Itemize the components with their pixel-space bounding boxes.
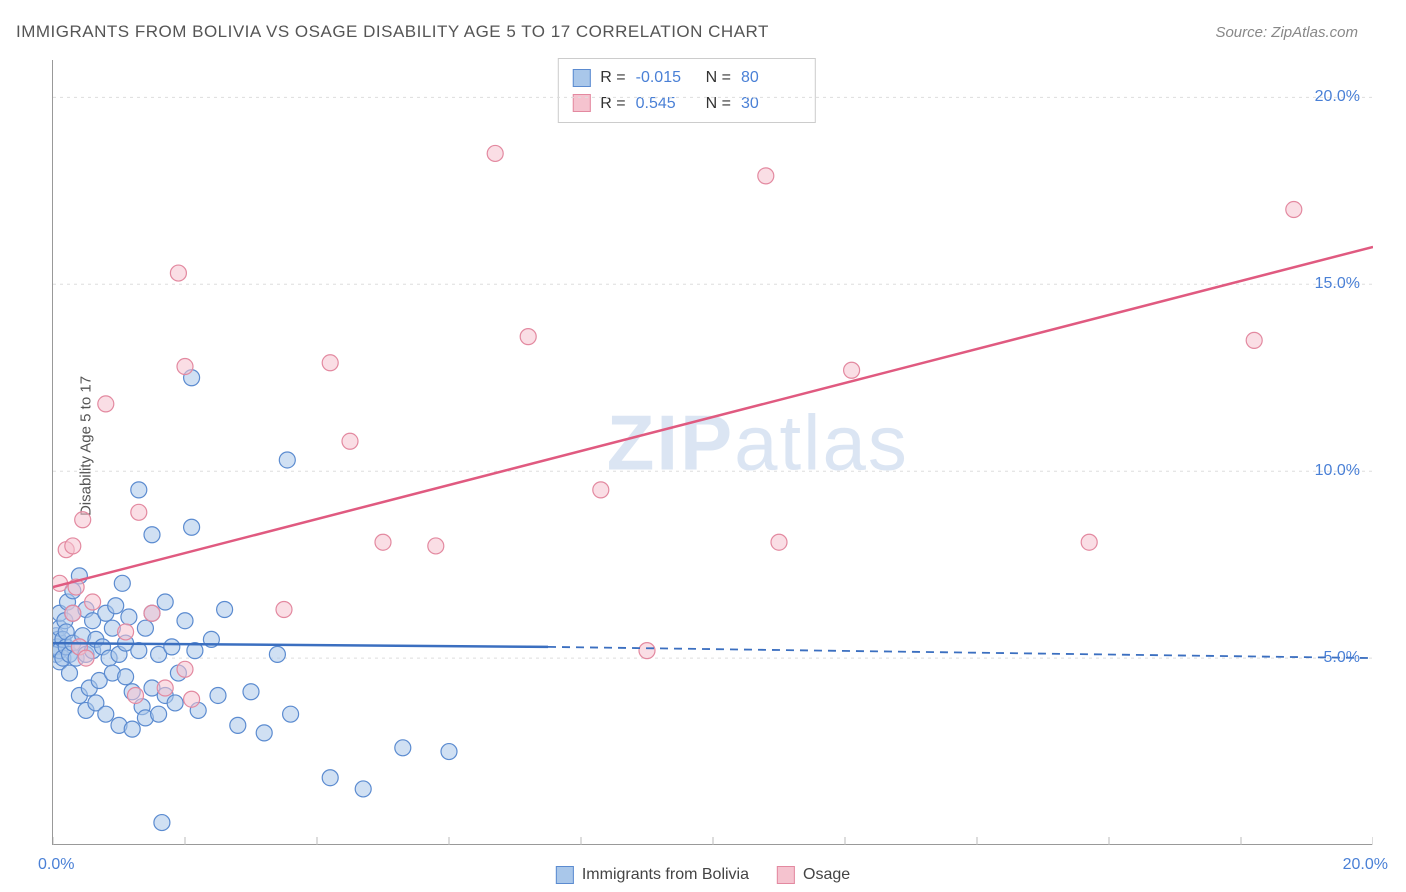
scatter-svg bbox=[53, 60, 1373, 845]
source-attribution: Source: ZipAtlas.com bbox=[1215, 24, 1358, 41]
y-tick-label: 10.0% bbox=[1315, 462, 1360, 480]
swatch-osage-icon bbox=[777, 866, 795, 884]
legend-label-bolivia: Immigrants from Bolivia bbox=[582, 866, 749, 884]
plot-area: ZIPatlas R = -0.015 N = 80 R = 0.545 N =… bbox=[52, 60, 1372, 845]
legend-item-bolivia: Immigrants from Bolivia bbox=[556, 866, 749, 884]
swatch-bolivia-icon bbox=[556, 866, 574, 884]
x-tick-20: 20.0% bbox=[1343, 856, 1388, 874]
legend-item-osage: Osage bbox=[777, 866, 850, 884]
y-tick-label: 20.0% bbox=[1315, 88, 1360, 106]
x-tick-0: 0.0% bbox=[38, 856, 74, 874]
chart-title: IMMIGRANTS FROM BOLIVIA VS OSAGE DISABIL… bbox=[16, 22, 769, 42]
legend-label-osage: Osage bbox=[803, 866, 850, 884]
y-tick-label: 15.0% bbox=[1315, 275, 1360, 293]
y-tick-label: 5.0% bbox=[1324, 649, 1360, 667]
bottom-legend: Immigrants from Bolivia Osage bbox=[556, 866, 850, 884]
